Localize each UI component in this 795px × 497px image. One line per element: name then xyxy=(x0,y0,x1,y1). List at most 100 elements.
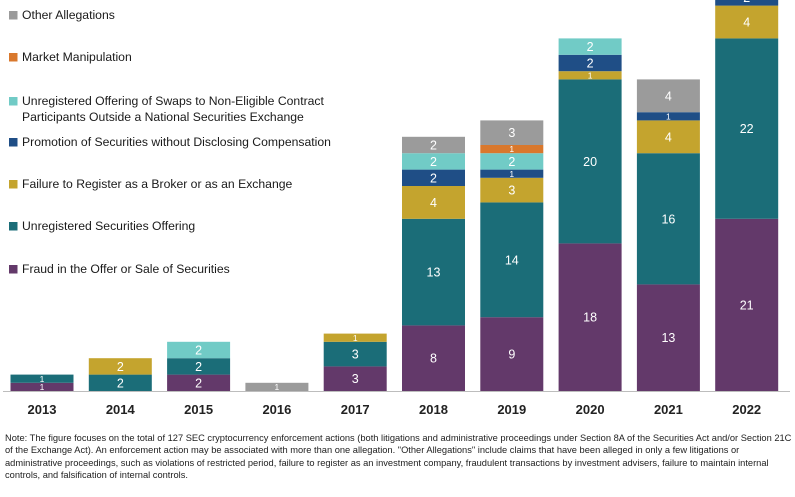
bar-segment-2013-s1 xyxy=(10,374,74,383)
data-label-2022-s2: 4 xyxy=(743,16,750,30)
data-label-2020-s1: 20 xyxy=(583,155,597,169)
legend-swatch-1 xyxy=(9,53,18,62)
bar-segment-2019-s3 xyxy=(480,169,544,178)
data-label-2019-s6: 3 xyxy=(508,126,515,140)
data-label-2015-s4: 2 xyxy=(195,344,202,358)
data-label-2018-s1: 13 xyxy=(427,266,441,280)
legend-label-2-line0: Unregistered Offering of Swaps to Non-El… xyxy=(22,94,325,108)
legend-swatch-3 xyxy=(9,138,18,147)
data-label-2015-s0: 2 xyxy=(195,376,202,390)
bar-segment-2019-s2 xyxy=(480,177,544,203)
data-label-2019-s4: 2 xyxy=(508,155,515,169)
chart: 1 1 2013 2 2 2014 2 2 2 2015 1 2016 3 3 1 2017 8 13 4 2 2 2 20… xyxy=(3,0,790,417)
bar-segment-2019-s1 xyxy=(480,202,544,318)
bar-segment-2018-s1 xyxy=(402,218,465,326)
legend-label-4-line0: Failure to Register as a Broker or as an… xyxy=(22,177,293,191)
bar-segment-2020-s0 xyxy=(558,243,622,391)
data-label-2021-s1: 16 xyxy=(661,212,675,226)
figure-note: Note: The figure focuses on the total of… xyxy=(5,433,792,481)
x-tick-label-2019: 2019 xyxy=(497,402,526,417)
data-label-2019-s0: 9 xyxy=(508,348,515,362)
legend-swatch-0 xyxy=(9,11,18,20)
data-label-2018-s2: 4 xyxy=(430,196,437,210)
bar-segment-2015-s1 xyxy=(167,358,231,375)
bar-segment-2018-s3 xyxy=(402,169,465,186)
bar-segment-2017-s2 xyxy=(323,333,387,342)
bar-segment-2017-s0 xyxy=(323,366,387,391)
bar-segment-2013-s0 xyxy=(10,382,74,391)
data-label-2015-s1: 2 xyxy=(195,360,202,374)
bar-segment-2019-s5 xyxy=(480,145,544,154)
bar-segment-2022-s1 xyxy=(715,38,779,219)
x-tick-label-2021: 2021 xyxy=(654,402,683,417)
legend-swatch-6 xyxy=(9,265,18,274)
x-tick-label-2020: 2020 xyxy=(576,402,605,417)
data-label-2018-s4: 2 xyxy=(430,155,437,169)
bar-segment-2015-s0 xyxy=(167,374,231,391)
x-tick-label-2015: 2015 xyxy=(184,402,213,417)
legend-swatch-5 xyxy=(9,222,18,231)
bar-segment-2021-s1 xyxy=(636,153,700,285)
data-label-2020-s2: 1 xyxy=(588,70,593,80)
stacked-bar-chart: 1120132220142222015120163312017813422220… xyxy=(3,0,790,417)
bar-segment-2018-s2 xyxy=(402,186,465,219)
legend-swatch-4 xyxy=(9,180,18,189)
data-label-2018-s3: 2 xyxy=(430,171,437,185)
bar-segment-2021-s2 xyxy=(636,120,700,154)
data-label-2017-s2: 1 xyxy=(353,333,358,343)
bar-segment-2015-s4 xyxy=(167,341,231,359)
bar-segment-2020-s2 xyxy=(558,71,622,80)
data-label-2022-s0: 21 xyxy=(740,298,754,312)
x-tick-label-2018: 2018 xyxy=(419,402,448,417)
x-tick-label-2014: 2014 xyxy=(106,402,136,417)
bar-segment-2014-s1 xyxy=(88,374,152,391)
bar-segment-2021-s0 xyxy=(636,284,700,391)
bar-segment-2021-s3 xyxy=(636,112,700,121)
bar-segment-2014-s2 xyxy=(88,358,152,375)
bar-segment-2020-s4 xyxy=(558,38,622,55)
legend-label-6-line0: Fraud in the Offer or Sale of Securities xyxy=(22,262,230,276)
data-label-2016-s6: 1 xyxy=(275,382,280,392)
bar-segment-2022-s2 xyxy=(715,5,779,39)
data-label-2017-s0: 3 xyxy=(352,372,359,386)
data-label-2021-s2: 4 xyxy=(665,130,672,144)
bar-segment-2018-s6 xyxy=(402,136,465,154)
data-label-2018-s0: 8 xyxy=(430,352,437,366)
data-label-2014-s1: 2 xyxy=(117,376,124,390)
bar-segment-2018-s0 xyxy=(402,325,465,391)
legend-swatch-2 xyxy=(9,97,18,106)
bar-segment-2019-s4 xyxy=(480,153,544,170)
data-label-2022-s3: 2 xyxy=(743,0,750,5)
data-label-2019-s2: 3 xyxy=(508,184,515,198)
x-tick-label-2013: 2013 xyxy=(28,402,57,417)
data-label-2020-s3: 2 xyxy=(587,57,594,71)
bar-segment-2017-s1 xyxy=(323,341,387,367)
x-tick-label-2016: 2016 xyxy=(262,402,291,417)
legend-label-2-line1: Participants Outside a National Securiti… xyxy=(22,110,304,124)
legend-label-0-line0: Other Allegations xyxy=(22,8,115,22)
bar-segment-2020-s1 xyxy=(558,79,622,244)
data-label-2020-s4: 2 xyxy=(587,40,594,54)
legend-label-5-line0: Unregistered Securities Offering xyxy=(22,219,195,233)
legend-label-3-line0: Promotion of Securities without Disclosi… xyxy=(22,135,331,149)
data-label-2019-s1: 14 xyxy=(505,253,519,267)
data-label-2021-s0: 13 xyxy=(661,331,675,345)
bar-segment-2020-s3 xyxy=(558,54,622,72)
data-label-2022-s1: 22 xyxy=(740,122,754,136)
bar-segment-2016-s6 xyxy=(245,382,309,391)
legend-label-1-line0: Market Manipulation xyxy=(22,50,132,64)
data-label-2019-s5: 1 xyxy=(509,144,514,154)
bar-segment-2019-s6 xyxy=(480,120,544,145)
bar-segment-2019-s0 xyxy=(480,317,544,391)
data-label-2019-s3: 1 xyxy=(509,169,514,179)
data-label-2018-s6: 2 xyxy=(430,139,437,153)
data-label-2017-s1: 3 xyxy=(352,348,359,362)
bar-segment-2018-s4 xyxy=(402,153,465,170)
data-label-2013-s0: 1 xyxy=(40,382,45,392)
x-tick-label-2022: 2022 xyxy=(732,402,761,417)
bar-segment-2022-s3 xyxy=(715,0,779,6)
data-label-2021-s3: 1 xyxy=(666,111,671,121)
data-label-2013-s1: 1 xyxy=(40,374,45,384)
data-label-2014-s2: 2 xyxy=(117,360,124,374)
x-tick-label-2017: 2017 xyxy=(341,402,370,417)
